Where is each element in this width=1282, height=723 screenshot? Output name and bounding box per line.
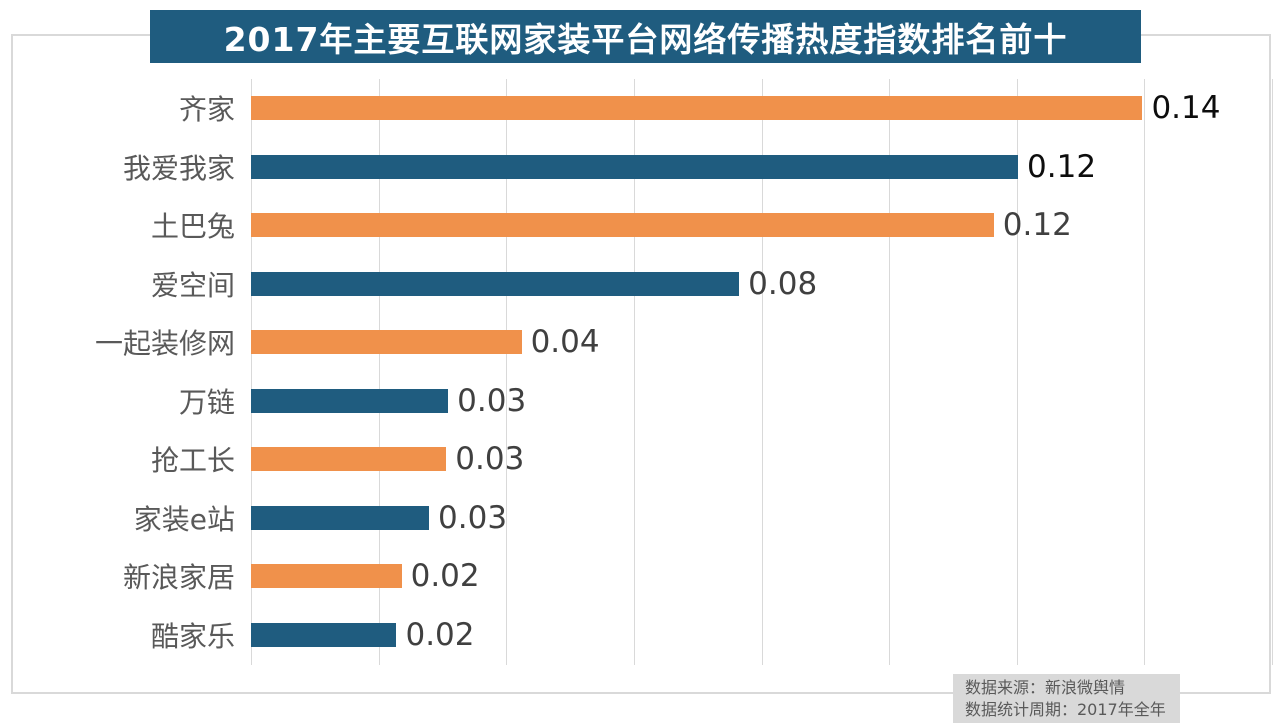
gridline bbox=[378, 79, 380, 665]
bar bbox=[251, 213, 994, 238]
category-label: 土巴兔 bbox=[150, 210, 235, 244]
value-label: 0.02 bbox=[405, 616, 475, 653]
value-label: 0.14 bbox=[1151, 90, 1221, 127]
value-label: 0.12 bbox=[1002, 207, 1072, 244]
bar-area: 0.03 bbox=[251, 441, 1282, 477]
bar-row: 一起装修网 0.04 bbox=[0, 313, 1282, 372]
category-label: 一起装修网 bbox=[94, 327, 235, 361]
category-label: 我爱我家 bbox=[122, 151, 235, 185]
value-label: 0.08 bbox=[748, 265, 818, 302]
bar-area: 0.03 bbox=[251, 500, 1282, 536]
bar-area: 0.02 bbox=[251, 558, 1282, 594]
bar bbox=[251, 330, 522, 355]
bar-row: 齐家 0.14 bbox=[0, 79, 1282, 138]
bar-row: 家装e站 0.03 bbox=[0, 489, 1282, 548]
category-label: 新浪家居 bbox=[122, 561, 235, 595]
bar bbox=[251, 622, 397, 647]
gridline bbox=[1272, 79, 1273, 665]
data-source-box: 数据来源：新浪微舆情 数据统计周期：2017年全年 bbox=[953, 674, 1180, 723]
chart-frame bbox=[11, 34, 1271, 694]
gridline bbox=[1016, 79, 1018, 665]
plot-gridlines bbox=[251, 79, 1273, 665]
gridline bbox=[506, 79, 508, 665]
gridline bbox=[761, 79, 763, 665]
bar-area: 0.08 bbox=[251, 266, 1282, 302]
bar-rows: 齐家 0.14 我爱我家 0.12 土巴兔 0.12 爱空间 0.08 一起装修… bbox=[0, 79, 1282, 664]
bar bbox=[251, 505, 430, 530]
bar bbox=[251, 388, 449, 413]
value-label: 0.04 bbox=[530, 324, 600, 361]
bar-area: 0.03 bbox=[251, 383, 1282, 419]
bar-area: 0.12 bbox=[251, 149, 1282, 185]
value-label: 0.03 bbox=[455, 441, 525, 478]
data-source-line: 数据来源：新浪微舆情 bbox=[965, 678, 1126, 697]
category-label: 抢工长 bbox=[150, 444, 235, 478]
bar-row: 抢工长 0.03 bbox=[0, 430, 1282, 489]
bar-row: 新浪家居 0.02 bbox=[0, 547, 1282, 606]
chart-title-banner: 2017年主要互联网家装平台网络传播热度指数排名前十 bbox=[150, 10, 1141, 63]
gridline bbox=[1144, 79, 1146, 665]
bar bbox=[251, 96, 1143, 121]
category-label: 爱空间 bbox=[150, 268, 235, 302]
category-label: 酷家乐 bbox=[150, 619, 235, 653]
bar-row: 万链 0.03 bbox=[0, 372, 1282, 431]
gridline bbox=[889, 79, 891, 665]
value-label: 0.03 bbox=[457, 382, 527, 419]
bar-area: 0.12 bbox=[251, 207, 1282, 243]
data-period-line: 数据统计周期：2017年全年 bbox=[965, 700, 1166, 719]
bar bbox=[251, 447, 447, 472]
gridline bbox=[633, 79, 635, 665]
category-label: 齐家 bbox=[178, 93, 235, 127]
bar bbox=[251, 271, 740, 296]
value-label: 0.02 bbox=[410, 558, 480, 595]
bar-row: 酷家乐 0.02 bbox=[0, 606, 1282, 665]
bar-area: 0.14 bbox=[251, 90, 1282, 126]
bar-row: 土巴兔 0.12 bbox=[0, 196, 1282, 255]
gridline bbox=[251, 79, 252, 665]
bar-row: 爱空间 0.08 bbox=[0, 255, 1282, 314]
category-label: 万链 bbox=[178, 385, 235, 419]
bar-row: 我爱我家 0.12 bbox=[0, 138, 1282, 197]
category-label: 家装e站 bbox=[133, 502, 235, 536]
bar bbox=[251, 564, 402, 589]
value-label: 0.03 bbox=[438, 499, 508, 536]
value-label: 0.12 bbox=[1027, 148, 1097, 185]
bar-area: 0.02 bbox=[251, 617, 1282, 653]
bar bbox=[251, 154, 1019, 179]
bar-area: 0.04 bbox=[251, 324, 1282, 360]
